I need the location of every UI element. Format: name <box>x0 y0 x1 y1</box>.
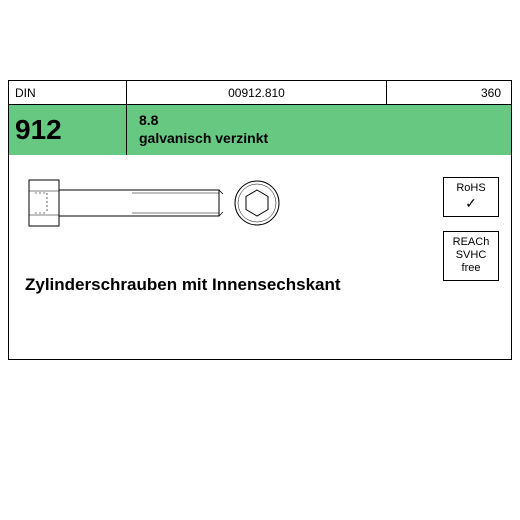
finish: galvanisch verzinkt <box>139 129 511 149</box>
check-icon: ✓ <box>446 195 496 212</box>
rohs-badge: RoHS ✓ <box>443 177 499 217</box>
reach-line1: REACh <box>446 236 496 249</box>
spec-row: 912 8.8 galvanisch verzinkt <box>9 105 511 155</box>
rohs-label: RoHS <box>446 182 496 195</box>
screw-schematic-icon <box>27 173 287 233</box>
standard-label: DIN <box>9 81 127 104</box>
content-area: Zylinderschrauben mit Innensechskant RoH… <box>9 155 511 359</box>
reach-line2: SVHC <box>446 249 496 262</box>
reach-line3: free <box>446 262 496 275</box>
reach-badge: REACh SVHC free <box>443 231 499 281</box>
din-number: 912 <box>9 105 127 155</box>
quantity: 360 <box>387 81 511 104</box>
product-title: Zylinderschrauben mit Innensechskant <box>25 275 341 295</box>
product-card: DIN 00912.810 360 912 8.8 galvanisch ver… <box>8 80 512 360</box>
spec-details: 8.8 galvanisch verzinkt <box>127 105 511 155</box>
product-code: 00912.810 <box>127 81 387 104</box>
grade: 8.8 <box>139 112 511 129</box>
header-row: DIN 00912.810 360 <box>9 81 511 105</box>
